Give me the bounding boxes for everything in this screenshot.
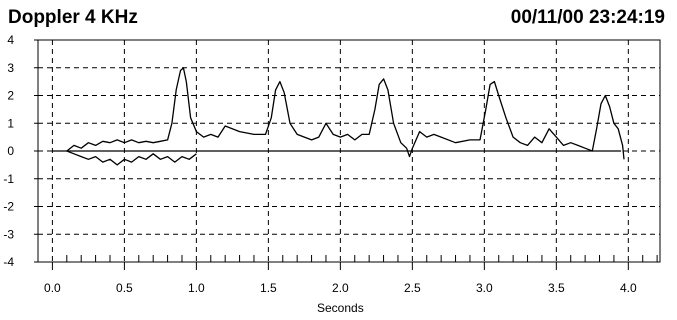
y-tick-label: -1: [3, 172, 14, 186]
doppler-trace-2: [66, 150, 197, 166]
chart-title: Doppler 4 KHz: [8, 7, 138, 28]
x-tick-label: 1.5: [260, 281, 277, 295]
plot-frame: [37, 39, 661, 263]
chart-header: Doppler 4 KHz 00/11/00 23:24:19: [0, 0, 677, 34]
x-tick-label: 1.0: [188, 281, 205, 295]
y-tick-label: 3: [7, 61, 14, 75]
y-tick-label: 1: [7, 116, 14, 130]
y-tick-label: -3: [3, 227, 14, 241]
y-tick-label: 2: [7, 89, 14, 103]
y-tick-labels: 4 3 2 1 0 -1 -2 -3 -4: [3, 33, 14, 269]
x-tick-label: 4.0: [620, 281, 637, 295]
x-tick-labels: 0.0 0.5 1.0 1.5 2.0 2.5 3.0 3.5 4.0: [44, 281, 637, 295]
x-axis-label: Seconds: [317, 301, 364, 315]
y-tick-label: 0: [7, 144, 14, 158]
x-tick-label: 2.0: [332, 281, 349, 295]
axis-ticks: [34, 39, 658, 270]
timestamp: 00/11/00 23:24:19: [510, 7, 665, 28]
doppler-trace-1: [66, 67, 625, 160]
x-tick-label: 3.5: [548, 281, 565, 295]
series-group: [66, 67, 625, 166]
x-tick-label: 0.0: [44, 281, 61, 295]
y-tick-label: -4: [3, 255, 14, 269]
y-tick-label: -2: [3, 200, 14, 214]
y-tick-label: 4: [7, 33, 14, 47]
x-tick-label: 3.0: [476, 281, 493, 295]
x-tick-label: 2.5: [404, 281, 421, 295]
x-tick-label: 0.5: [116, 281, 133, 295]
